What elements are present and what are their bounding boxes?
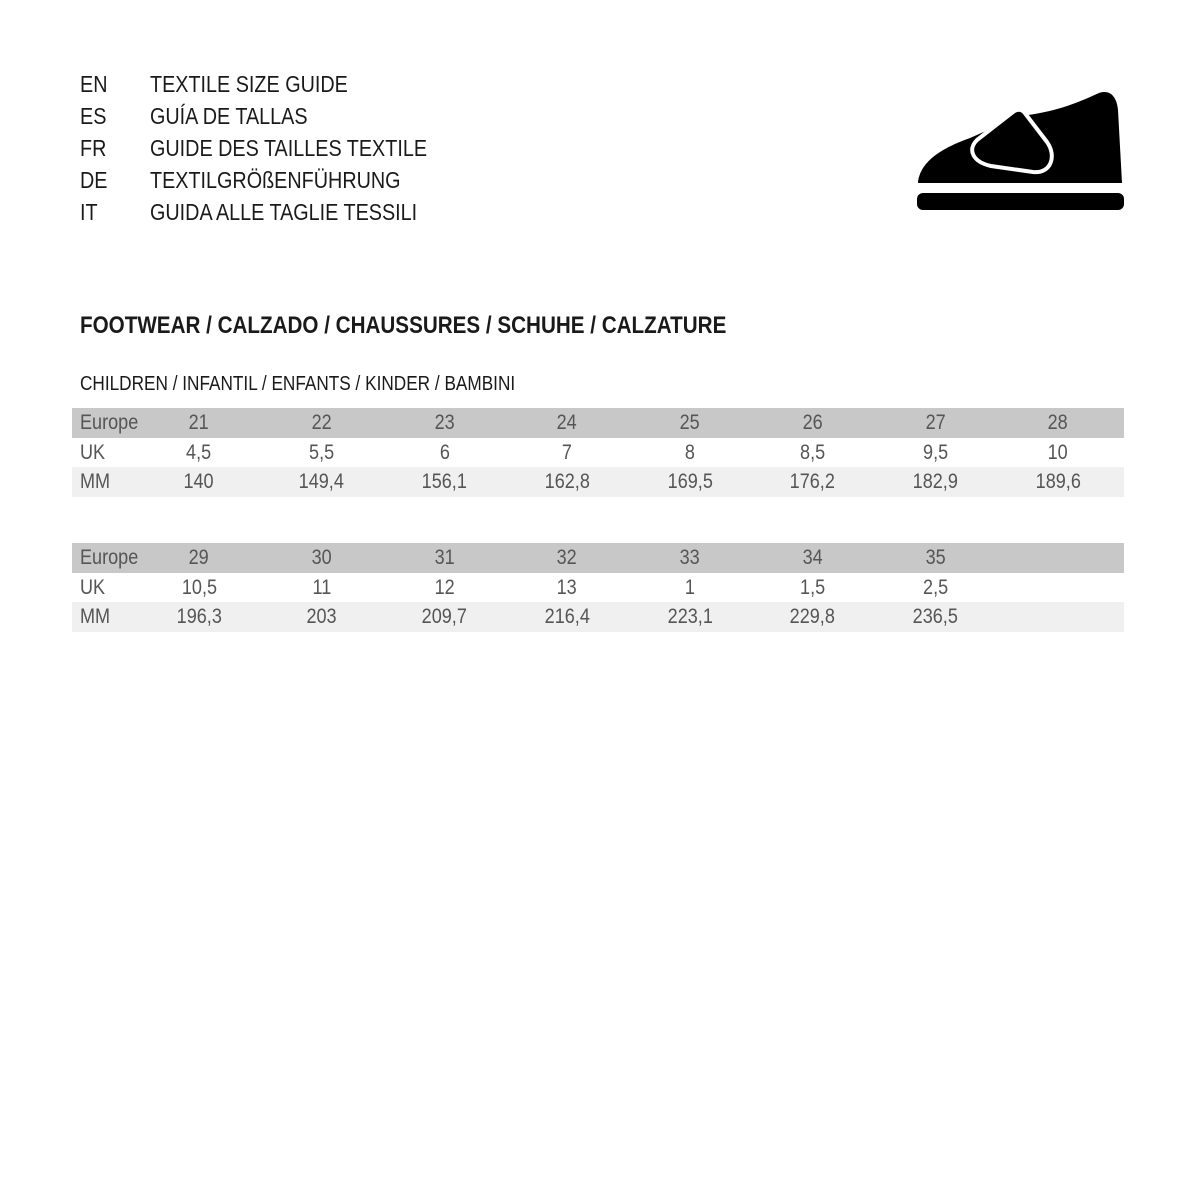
table-cell: 169,5 — [667, 470, 713, 493]
table-cell: 32 — [557, 546, 578, 569]
row-label: UK — [80, 575, 106, 599]
table-cell: 182,9 — [912, 470, 958, 493]
table-cell: 189,6 — [1035, 470, 1081, 493]
table-cell: 140 — [183, 470, 215, 493]
language-code: IT — [80, 199, 98, 225]
table-cell: 26 — [802, 411, 823, 434]
table-cell: 34 — [802, 546, 823, 569]
table-cell: 35 — [925, 546, 946, 569]
table-cell: 162,8 — [544, 470, 590, 493]
section-title: FOOTWEAR / CALZADO / CHAUSSURES / SCHUHE… — [80, 312, 727, 339]
table-cell: 236,5 — [912, 605, 958, 628]
language-code: EN — [80, 71, 108, 97]
table-cell: 31 — [434, 546, 455, 569]
language-title: GUÍA DE TALLAS — [150, 103, 308, 129]
language-list: EN TEXTILE SIZE GUIDE ES GUÍA DE TALLAS FR GU… — [0, 68, 600, 238]
row-label: MM — [80, 605, 111, 628]
table-cell: 149,4 — [299, 470, 345, 493]
table-cell: 196,3 — [176, 605, 222, 628]
row-label: MM — [80, 470, 111, 493]
table-cell: 1,5 — [799, 575, 826, 599]
table-cell: 8 — [684, 440, 695, 464]
table-cell: 9,5 — [922, 440, 948, 464]
table-cell: 176,2 — [789, 470, 836, 493]
table-row: Europe 21 22 23 24 25 26 27 28 — [72, 408, 1124, 438]
table-cell: 24 — [557, 411, 578, 434]
table-row: MM 140 149,4 156,1 162,8 169,5 176,2 182,9 189,6 — [72, 467, 1124, 497]
table-cell: 13 — [557, 575, 578, 599]
table-cell: 203 — [306, 605, 337, 628]
table-cell: 12 — [434, 575, 455, 599]
table-cell: 156,1 — [421, 470, 467, 493]
table-cell: 25 — [679, 411, 700, 434]
table-cell: 21 — [188, 411, 210, 434]
language-code: ES — [80, 103, 107, 129]
table-row: MM 196,3 203 209,7 216,4 223,1 229,8 236,5 — [72, 602, 1124, 632]
table-cell: 29 — [188, 546, 210, 569]
size-table-1: Europe 21 22 23 24 25 26 27 28 UK 4,5 5,5 6 7 8 8,5 9,5 1… — [72, 408, 1124, 497]
table-cell: 223,1 — [667, 605, 713, 628]
table-cell: 11 — [312, 575, 332, 599]
size-table-2: Europe 29 30 31 32 33 34 35 UK 10,5 11 12 13 1 1,5 2,5 M… — [72, 543, 1124, 632]
language-title: TEXTILGRÖßENFÜHRUNG — [150, 167, 401, 193]
table-cell: 5,5 — [309, 440, 335, 464]
table-cell: 7 — [562, 440, 573, 464]
table-cell: 27 — [925, 411, 946, 434]
table-cell: 8,5 — [799, 440, 826, 464]
language-code: DE — [80, 167, 108, 193]
row-label: Europe — [80, 546, 139, 569]
table-cell: 6 — [439, 440, 450, 464]
table-cell: 229,8 — [789, 605, 836, 628]
language-title: TEXTILE SIZE GUIDE — [150, 71, 348, 97]
table-row: UK 4,5 5,5 6 7 8 8,5 9,5 10 — [72, 437, 1124, 467]
table-cell: 22 — [311, 411, 332, 434]
children-shoe-icon — [917, 92, 1124, 210]
table-cell: 209,7 — [421, 605, 467, 628]
table-cell: 23 — [434, 411, 455, 434]
table-cell: 4,5 — [186, 440, 212, 464]
language-title: GUIDA ALLE TAGLIE TESSILI — [150, 199, 418, 225]
table-row: UK 10,5 11 12 13 1 1,5 2,5 — [72, 572, 1124, 602]
language-title: GUIDE DES TAILLES TEXTILE — [150, 135, 428, 161]
row-label: UK — [80, 440, 106, 464]
table-cell: 33 — [679, 546, 700, 569]
subsection-title: CHILDREN / INFANTIL / ENFANTS / KINDER /… — [80, 373, 516, 395]
table-cell: 10,5 — [181, 575, 217, 599]
table-cell: 30 — [311, 546, 332, 569]
row-label: Europe — [80, 411, 139, 434]
table-row: Europe 29 30 31 32 33 34 35 — [72, 543, 1124, 573]
language-code: FR — [80, 135, 107, 161]
table-cell: 28 — [1047, 411, 1068, 434]
table-cell: 10 — [1047, 440, 1068, 464]
table-cell: 1 — [684, 575, 695, 599]
table-cell: 216,4 — [544, 605, 590, 628]
table-cell: 2,5 — [922, 575, 948, 599]
